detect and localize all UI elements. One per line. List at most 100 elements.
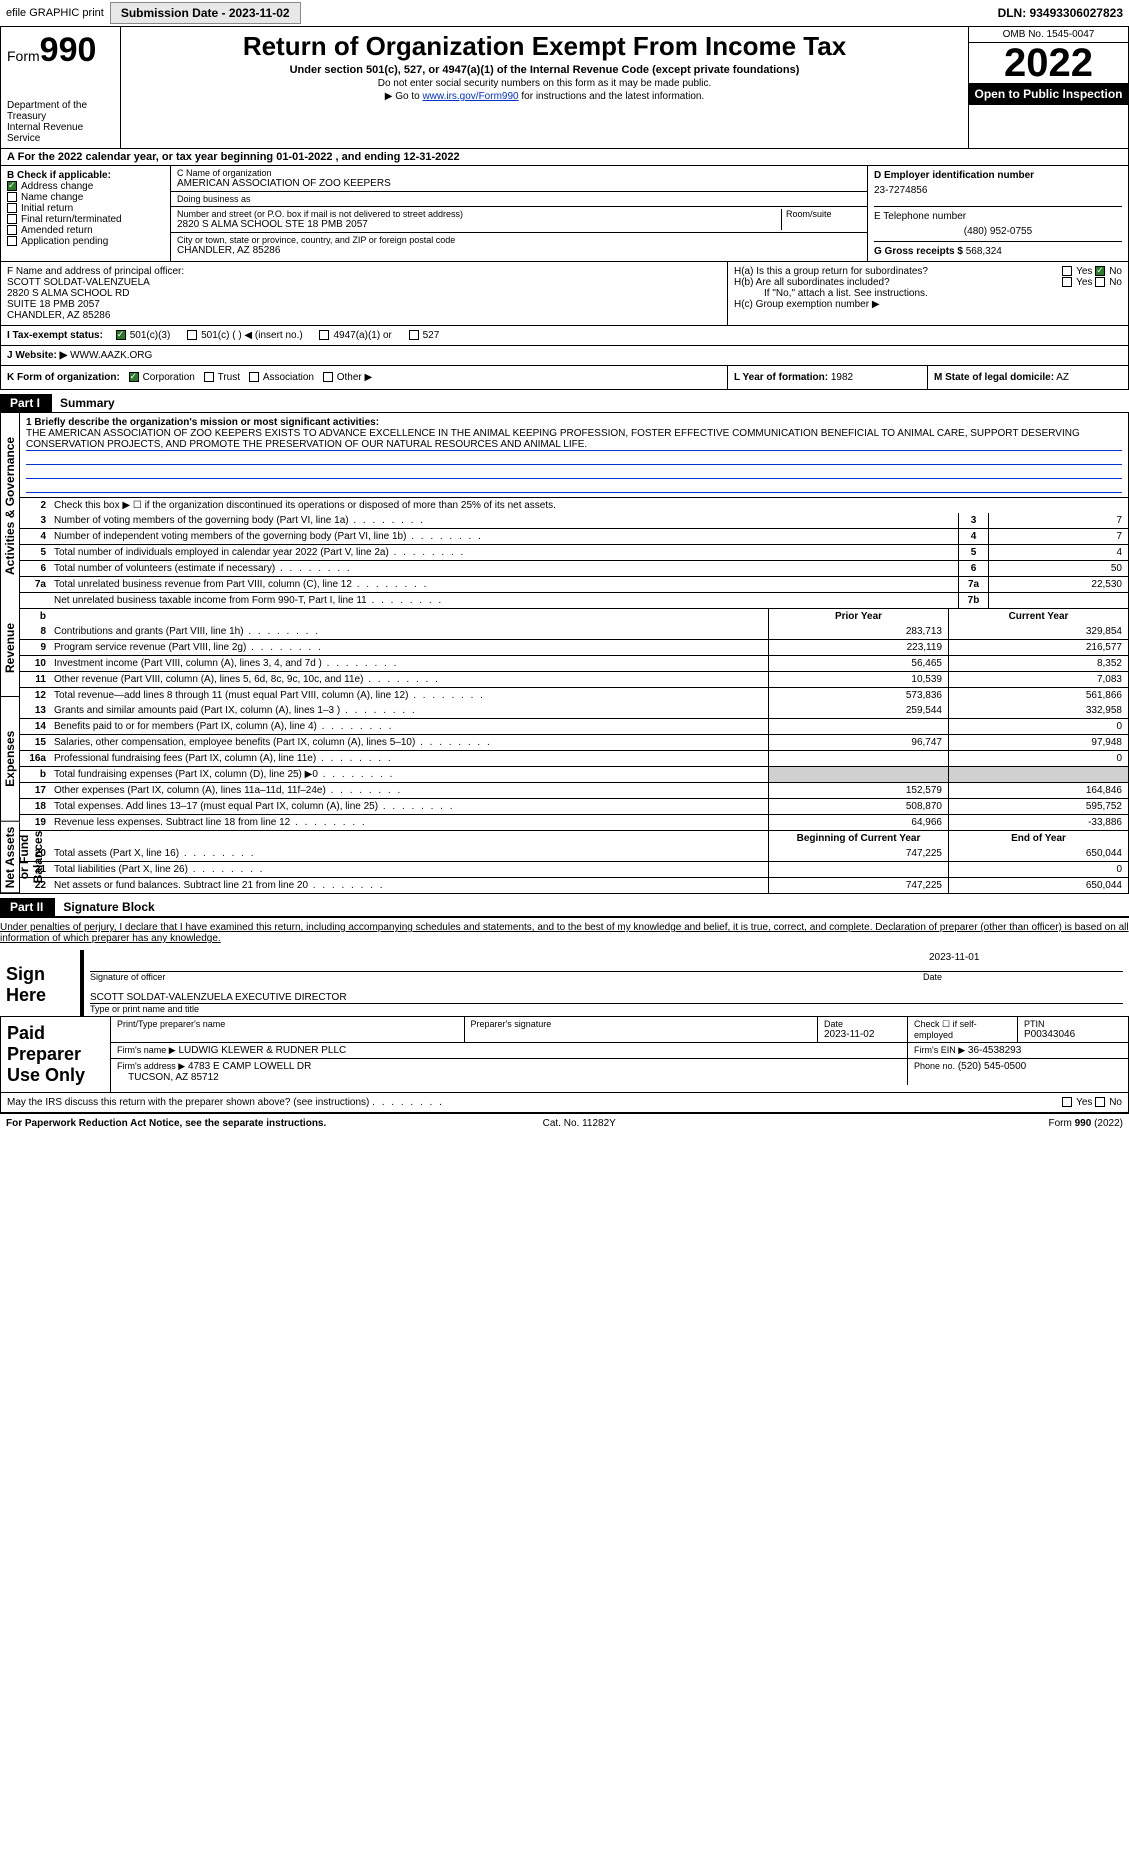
i-4947[interactable] (319, 330, 329, 340)
row-klm: K Form of organization: Corporation Trus… (0, 366, 1129, 390)
line1: 1 Briefly describe the organization's mi… (20, 413, 1128, 497)
col-h: H(a) Is this a group return for subordin… (728, 262, 1128, 325)
tab-exp: Expenses (1, 697, 20, 822)
part2-tag: Part II (0, 898, 53, 916)
part1-tag: Part I (0, 394, 50, 412)
top-bar: efile GRAPHIC print Submission Date - 20… (0, 0, 1129, 27)
open-to-public: Open to Public Inspection (969, 83, 1128, 105)
summary-line: 18Total expenses. Add lines 13–17 (must … (20, 798, 1128, 814)
footer-left: For Paperwork Reduction Act Notice, see … (6, 1118, 326, 1129)
i-501c[interactable] (187, 330, 197, 340)
mission-text: THE AMERICAN ASSOCIATION OF ZOO KEEPERS … (26, 428, 1122, 451)
form-header: Form990 Department of the Treasury Inter… (0, 27, 1129, 149)
k-trust[interactable] (204, 372, 214, 382)
check-initial-return[interactable] (7, 203, 17, 213)
header-left: Form990 Department of the Treasury Inter… (1, 27, 121, 148)
l-label: L Year of formation: (734, 372, 828, 383)
b-label: B Check if applicable: (7, 170, 164, 181)
summary-line: 9Program service revenue (Part VIII, lin… (20, 639, 1128, 655)
hb-label: H(b) Are all subordinates included? (734, 277, 890, 288)
irs-link[interactable]: www.irs.gov/Form990 (422, 91, 518, 102)
hb-yes[interactable] (1062, 277, 1072, 287)
gross-label: G Gross receipts $ (874, 246, 963, 257)
street-label: Number and street (or P.O. box if mail i… (177, 209, 781, 219)
k-label: K Form of organization: (7, 372, 120, 383)
officer-signature[interactable] (90, 952, 923, 972)
line1-label: 1 Briefly describe the organization's mi… (26, 417, 1122, 428)
k-corp[interactable] (129, 372, 139, 382)
summary-body: 1 Briefly describe the organization's mi… (20, 413, 1128, 893)
officer-name: SCOTT SOLDAT-VALENZUELA (7, 277, 721, 288)
ha-yes[interactable] (1062, 266, 1072, 276)
k-other[interactable] (323, 372, 333, 382)
submission-date-button[interactable]: Submission Date - 2023-11-02 (110, 2, 301, 24)
part2-title: Signature Block (55, 898, 1129, 916)
form-subtitle: Under section 501(c), 527, or 4947(a)(1)… (127, 64, 962, 76)
sign-here: Sign Here (0, 954, 80, 1016)
efile-label: efile GRAPHIC print (6, 7, 104, 19)
city-label: City or town, state or province, country… (177, 235, 861, 245)
ein-value: 23-7274856 (874, 181, 1122, 206)
form-title: Return of Organization Exempt From Incom… (127, 31, 962, 62)
officer-addr2: SUITE 18 PMB 2057 (7, 299, 721, 310)
check-name-change[interactable] (7, 192, 17, 202)
i-501c3[interactable] (116, 330, 126, 340)
summary-line: 3Number of voting members of the governi… (20, 513, 1128, 528)
dept-label: Department of the Treasury Internal Reve… (7, 100, 114, 144)
line2: 2 Check this box ▶ ☐ if the organization… (20, 497, 1128, 513)
summary-line: 19Revenue less expenses. Subtract line 1… (20, 814, 1128, 830)
header-right: OMB No. 1545-0047 2022 Open to Public In… (968, 27, 1128, 148)
i-527[interactable] (409, 330, 419, 340)
year-header: b Prior Year Current Year (20, 608, 1128, 624)
tab-gov: Activities & Governance (1, 413, 20, 599)
col-b: B Check if applicable: Address change Na… (1, 166, 171, 261)
org-name: AMERICAN ASSOCIATION OF ZOO KEEPERS (177, 178, 861, 189)
row-j: J Website: ▶ WWW.AAZK.ORG (0, 346, 1129, 366)
officer-printed: SCOTT SOLDAT-VALENZUELA EXECUTIVE DIRECT… (90, 992, 1123, 1004)
k-assoc[interactable] (249, 372, 259, 382)
discuss-yes[interactable] (1062, 1097, 1072, 1107)
signature-block: Under penalties of perjury, I declare th… (0, 916, 1129, 1016)
check-app-pending[interactable] (7, 236, 17, 246)
summary-line: 4Number of independent voting members of… (20, 528, 1128, 544)
tab-net: Net Assets or Fund Balances (1, 822, 20, 893)
hb-no[interactable] (1095, 277, 1105, 287)
i-label: I Tax-exempt status: (7, 330, 103, 341)
summary-line: bTotal fundraising expenses (Part IX, co… (20, 766, 1128, 782)
summary-line: 11Other revenue (Part VIII, column (A), … (20, 671, 1128, 687)
street-value: 2820 S ALMA SCHOOL STE 18 PMB 2057 (177, 219, 781, 230)
summary-line: 5Total number of individuals employed in… (20, 544, 1128, 560)
page-footer: For Paperwork Reduction Act Notice, see … (0, 1113, 1129, 1133)
footer-mid: Cat. No. 11282Y (543, 1118, 616, 1129)
ha-label: H(a) Is this a group return for subordin… (734, 266, 928, 277)
summary-line: Net unrelated business taxable income fr… (20, 592, 1128, 608)
ha-no[interactable] (1095, 266, 1105, 276)
discuss-no[interactable] (1095, 1097, 1105, 1107)
room-label: Room/suite (786, 209, 861, 219)
net-header: Beginning of Current Year End of Year (20, 830, 1128, 846)
officer-addr3: CHANDLER, AZ 85286 (7, 310, 721, 321)
f-label: F Name and address of principal officer: (7, 266, 721, 277)
summary-line: 6Total number of volunteers (estimate if… (20, 560, 1128, 576)
phone-value: (480) 952-0755 (874, 222, 1122, 241)
check-amended[interactable] (7, 225, 17, 235)
discuss-row: May the IRS discuss this return with the… (0, 1093, 1129, 1113)
check-final-return[interactable] (7, 214, 17, 224)
hc-label: H(c) Group exemption number ▶ (734, 299, 1122, 310)
hb-note: If "No," attach a list. See instructions… (734, 288, 1122, 299)
summary-line: 10Investment income (Part VIII, column (… (20, 655, 1128, 671)
summary-line: 15Salaries, other compensation, employee… (20, 734, 1128, 750)
declaration: Under penalties of perjury, I declare th… (0, 922, 1129, 944)
city-value: CHANDLER, AZ 85286 (177, 245, 861, 256)
gross-value: 568,324 (966, 246, 1002, 257)
check-address-change[interactable] (7, 181, 17, 191)
sig-date: 2023-11-01 (923, 952, 1123, 972)
part2-header: Part II Signature Block (0, 898, 1129, 916)
l-value: 1982 (831, 372, 853, 383)
dln: DLN: 93493306027823 (998, 6, 1123, 20)
j-label: J Website: ▶ (7, 350, 67, 361)
summary-line: 16aProfessional fundraising fees (Part I… (20, 750, 1128, 766)
summary-line: 22Net assets or fund balances. Subtract … (20, 877, 1128, 893)
dba-label: Doing business as (177, 194, 861, 204)
ein-label: D Employer identification number (874, 170, 1122, 181)
